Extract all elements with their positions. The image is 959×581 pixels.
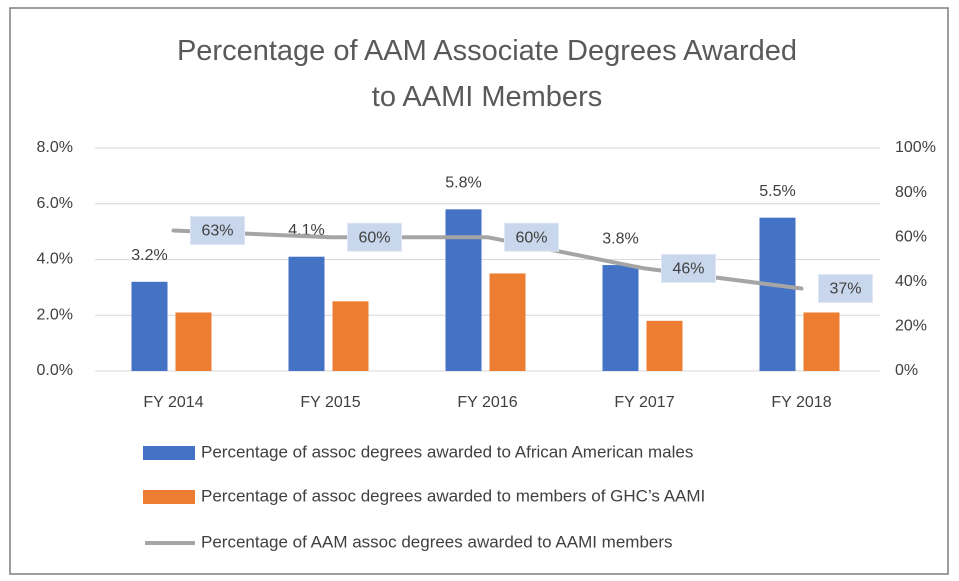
legend-label: Percentage of AAM assoc degrees awarded … — [201, 532, 673, 551]
data-label: 46% — [672, 261, 704, 278]
data-label: 3.8% — [602, 230, 638, 247]
chart-title: Percentage of AAM Associate Degrees Awar… — [176, 35, 798, 113]
data-label: 37% — [829, 281, 861, 298]
y-tick-label: 8.0% — [37, 139, 73, 156]
x-tick-label: FY 2018 — [771, 394, 831, 411]
x-tick-label: FY 2017 — [614, 394, 674, 411]
x-tick-label: FY 2014 — [143, 394, 203, 411]
data-label-box — [661, 253, 716, 283]
bar — [646, 320, 683, 371]
y2-tick-label: 20% — [895, 318, 927, 335]
bar — [332, 301, 369, 371]
bar — [288, 256, 325, 371]
legend-swatch — [143, 446, 195, 460]
y2-tick-label: 40% — [895, 273, 927, 290]
y-tick-label: 4.0% — [37, 251, 73, 268]
data-label: 63% — [201, 223, 233, 240]
data-label: 5.5% — [759, 183, 795, 200]
legend-label: Percentage of assoc degrees awarded to A… — [201, 442, 693, 461]
data-label-box — [190, 216, 245, 246]
x-tick-label: FY 2015 — [300, 394, 360, 411]
bar — [175, 312, 212, 371]
y2-tick-label: 80% — [895, 184, 927, 201]
bar — [131, 281, 168, 371]
bar — [803, 312, 840, 371]
y-tick-label: 2.0% — [37, 306, 73, 323]
y2-tick-label: 100% — [895, 139, 936, 156]
bar — [602, 265, 639, 371]
y2-tick-label: 60% — [895, 228, 927, 245]
bar — [759, 217, 796, 371]
y2-tick-label: 0% — [895, 362, 918, 379]
y-tick-label: 0.0% — [37, 362, 73, 379]
data-label-box — [347, 222, 402, 252]
data-label-box — [818, 273, 873, 303]
x-tick-label: FY 2016 — [457, 394, 517, 411]
data-label: 3.2% — [131, 247, 167, 264]
data-label: 5.8% — [445, 175, 481, 192]
data-label: 60% — [515, 229, 547, 246]
bar — [489, 273, 526, 371]
legend-swatch — [143, 490, 195, 504]
bar — [445, 209, 482, 371]
legend-label: Percentage of assoc degrees awarded to m… — [201, 486, 705, 505]
data-label: 60% — [358, 229, 390, 246]
data-label-box — [504, 222, 559, 252]
y-tick-label: 6.0% — [37, 195, 73, 212]
